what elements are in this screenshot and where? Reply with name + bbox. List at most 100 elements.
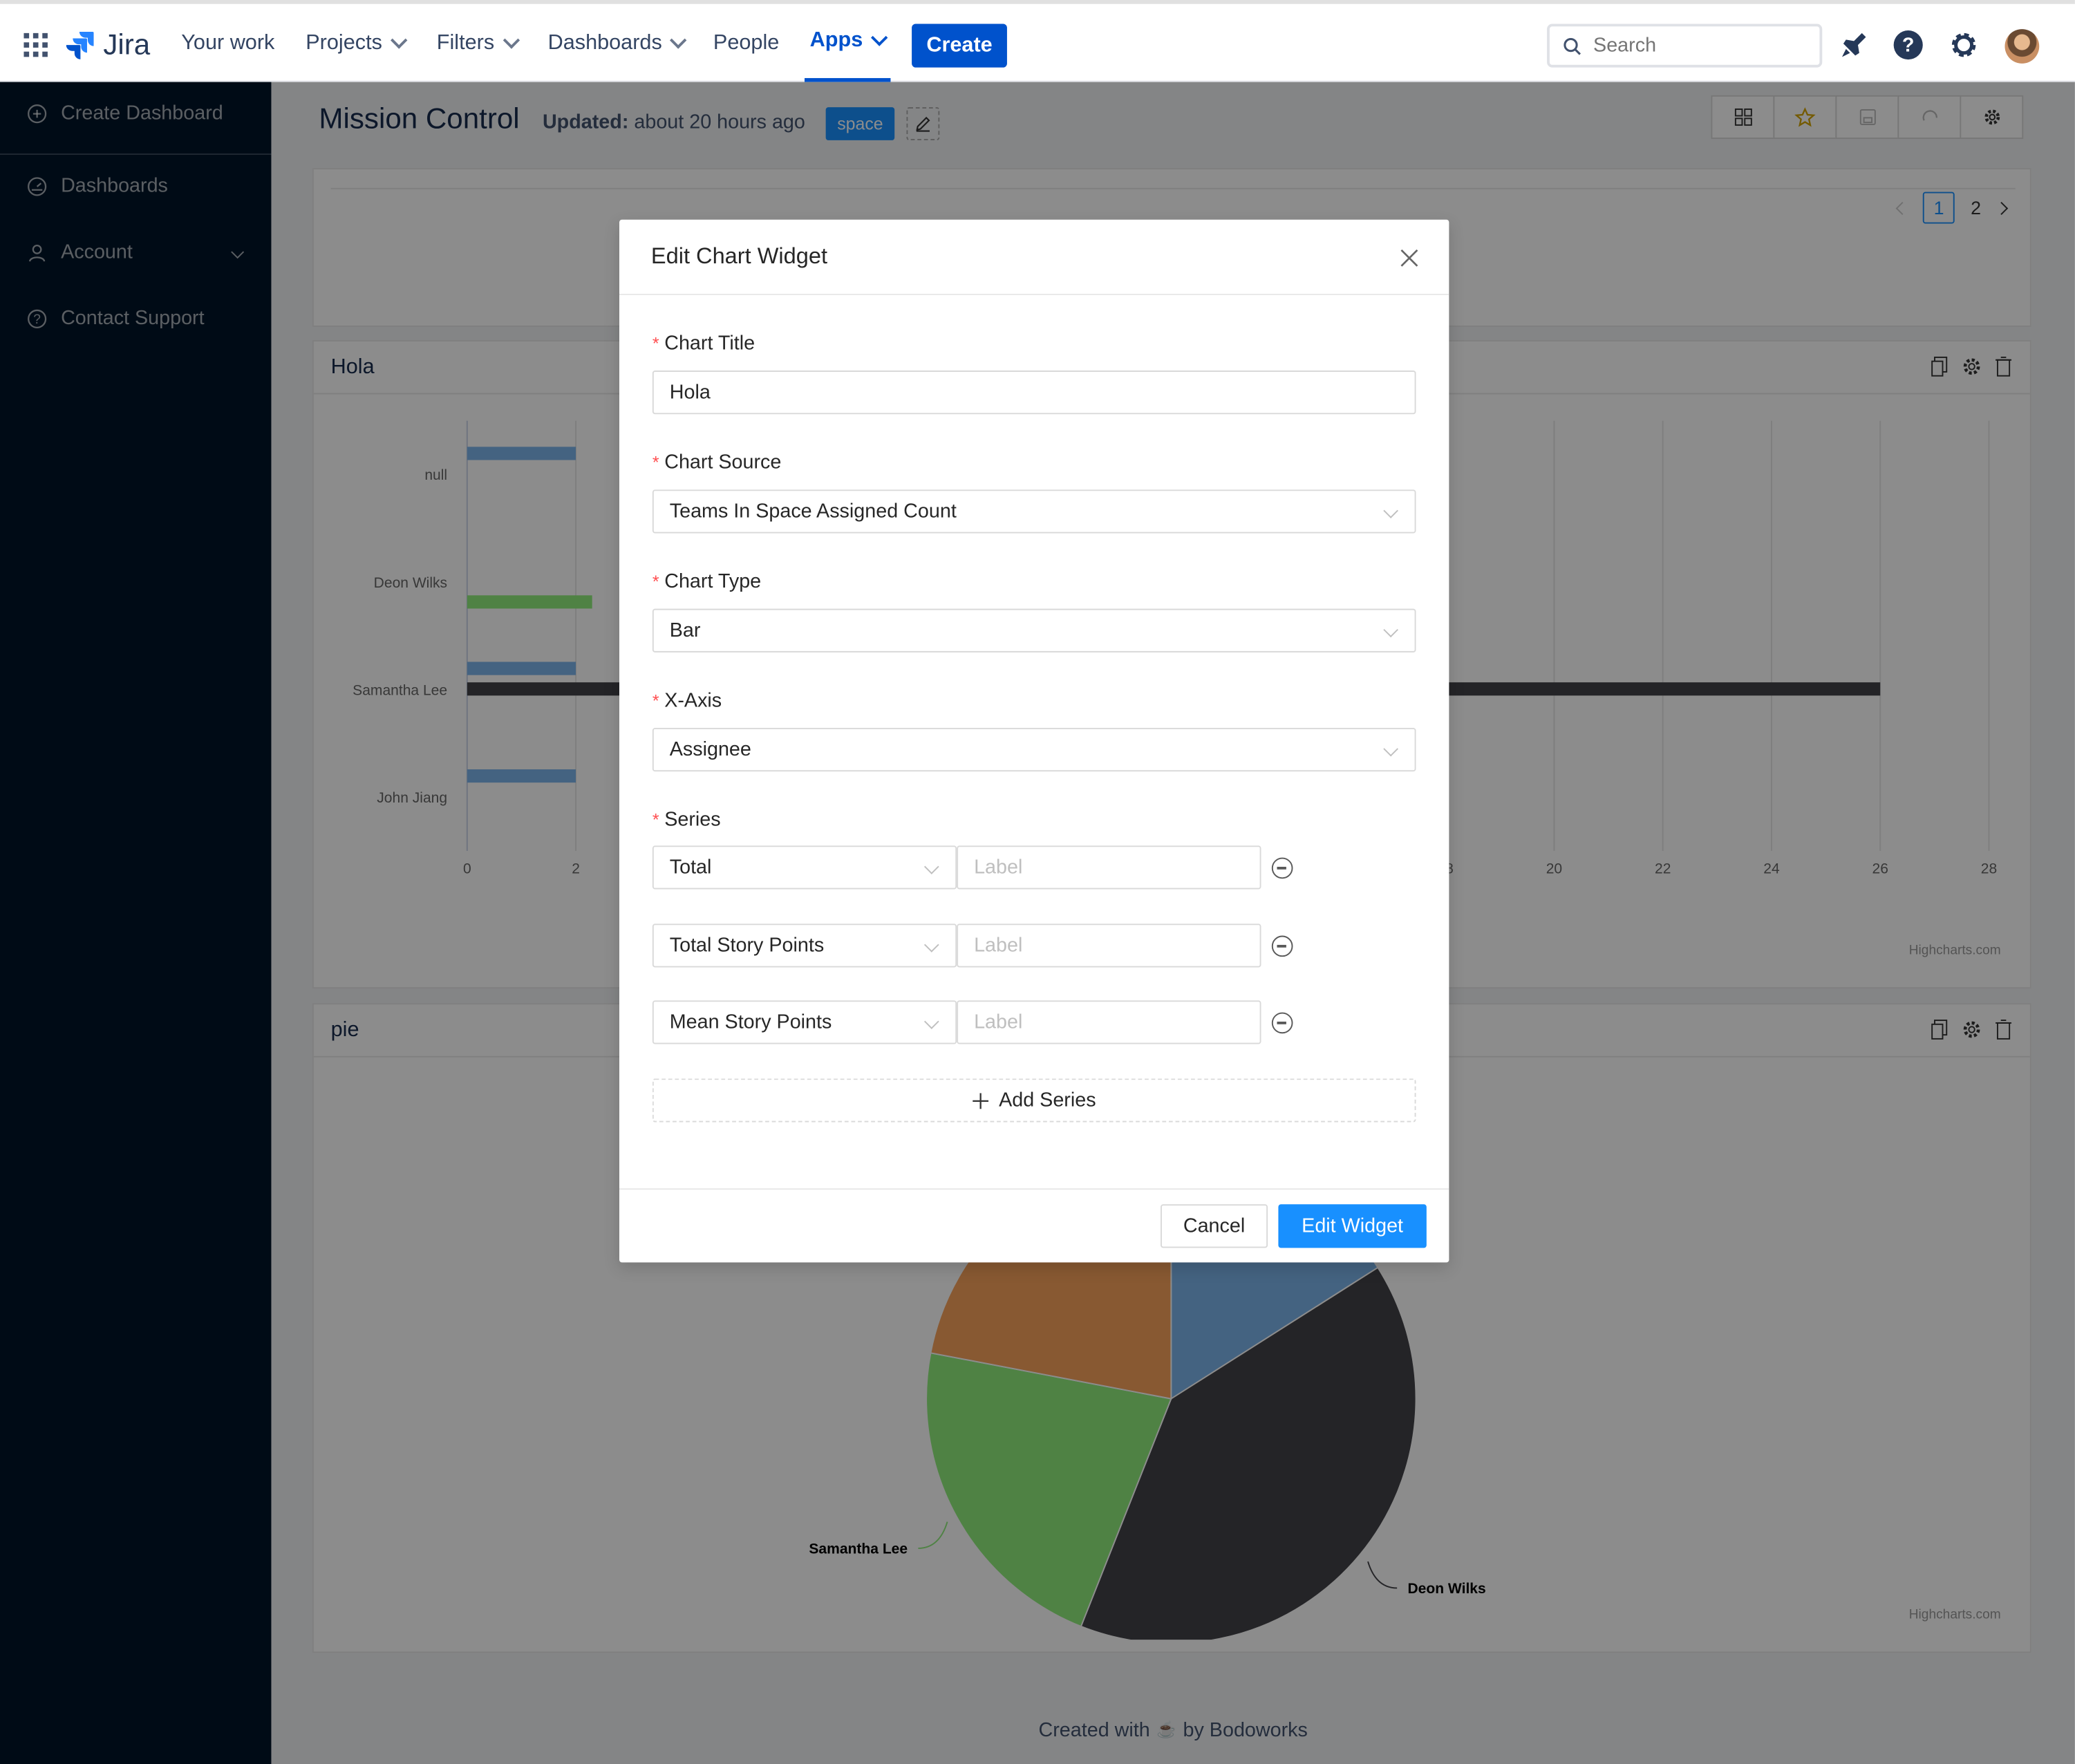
delete-icon[interactable] — [1994, 1019, 2013, 1040]
pie-connector — [1367, 1561, 1398, 1589]
edit-widget-button[interactable]: Edit Widget — [1278, 1204, 1427, 1248]
dashboard-settings-button[interactable] — [1960, 95, 2024, 140]
x-axis-label: * X-Axis — [652, 689, 722, 712]
updated-value: about 20 hours ago — [634, 111, 805, 134]
edit-title-button[interactable] — [906, 107, 940, 140]
add-series-button[interactable]: Add Series — [652, 1078, 1416, 1123]
settings-icon[interactable] — [1961, 1019, 1982, 1040]
plus-icon — [972, 1092, 988, 1109]
svg-text:?: ? — [1902, 35, 1915, 57]
favorite-button[interactable] — [1773, 95, 1837, 140]
create-button[interactable]: Create — [912, 24, 1007, 68]
dashboard-toolbar — [1711, 95, 2024, 140]
edit-chart-widget-modal: Edit Chart Widget *Chart Title *Chart So… — [619, 219, 1449, 1263]
jira-logo[interactable]: Jira — [66, 28, 150, 62]
chevron-down-icon — [923, 937, 939, 953]
nav-people[interactable]: People — [713, 4, 779, 82]
settings-icon — [1984, 109, 2000, 125]
refresh-button[interactable] — [1897, 95, 1962, 140]
nav-label: Apps — [809, 29, 863, 52]
close-icon[interactable] — [1399, 247, 1420, 269]
svg-text:?: ? — [33, 312, 41, 326]
search-box[interactable] — [1547, 24, 1823, 68]
chart-title-input[interactable] — [652, 370, 1416, 415]
series-select-2[interactable]: Total Story Points — [652, 923, 957, 968]
space-tag[interactable]: space — [825, 107, 895, 140]
copy-icon[interactable] — [1931, 356, 1949, 377]
x-axis-select[interactable]: Assignee — [652, 727, 1416, 772]
sidebar-item-account[interactable]: Account — [26, 241, 133, 263]
cancel-button[interactable]: Cancel — [1161, 1204, 1268, 1248]
search-icon — [1564, 37, 1581, 55]
remove-series-icon[interactable] — [1271, 1012, 1293, 1034]
chevron-down-icon — [502, 31, 520, 48]
series-label-input-2[interactable] — [957, 923, 1261, 968]
pie-connector — [918, 1521, 948, 1549]
select-value: Total Story Points — [669, 934, 825, 957]
sidebar-item-create-dashboard[interactable]: Create Dashboard — [26, 102, 223, 124]
widget-title: pie — [330, 1018, 359, 1041]
modal-header: Edit Chart Widget — [619, 220, 1449, 295]
sidebar-item-contact-support[interactable]: ? Contact Support — [26, 307, 205, 330]
nav-label: People — [713, 30, 780, 54]
page-footer: Created with ☕ by Bodoworks — [271, 1695, 2074, 1764]
dashboard-icon — [28, 176, 47, 196]
series-select-3[interactable]: Mean Story Points — [652, 1000, 957, 1044]
settings-icon[interactable] — [1948, 29, 1980, 61]
chart-source-label: * Chart Source — [652, 451, 782, 474]
help-icon[interactable]: ? — [1893, 29, 1924, 61]
layout-icon — [1734, 108, 1752, 126]
modal-title: Edit Chart Widget — [650, 243, 828, 269]
add-series-label: Add Series — [999, 1089, 1096, 1112]
remove-series-icon[interactable] — [1271, 935, 1293, 957]
copy-icon[interactable] — [1931, 1019, 1949, 1040]
modal-footer: Cancel Edit Widget — [619, 1188, 1449, 1262]
select-value: Teams In Space Assigned Count — [669, 500, 957, 523]
save-button[interactable] — [1835, 95, 1899, 140]
required-mark: * — [652, 572, 659, 592]
series-select-1[interactable]: Total — [652, 845, 957, 890]
avatar[interactable] — [2004, 29, 2040, 64]
layout-button[interactable] — [1711, 95, 1775, 140]
pencil-icon — [916, 116, 930, 132]
nav-filters[interactable]: Filters — [436, 4, 520, 82]
required-mark: * — [652, 452, 659, 473]
notifications-icon[interactable] — [1838, 29, 1870, 61]
save-icon — [1859, 109, 1875, 125]
coffee-icon: ☕ — [1156, 1720, 1176, 1739]
series-label: * Series — [652, 809, 721, 832]
sidebar-item-dashboards[interactable]: Dashboards — [26, 175, 168, 197]
chart-source-select[interactable]: Teams In Space Assigned Count — [652, 489, 1416, 534]
select-value: Bar — [669, 619, 701, 642]
page-1[interactable]: 1 — [1923, 191, 1955, 224]
remove-series-icon[interactable] — [1271, 857, 1293, 879]
series-label-input-3[interactable] — [957, 1000, 1261, 1044]
bar — [467, 447, 576, 460]
chart-title-label: * Chart Title — [652, 332, 755, 355]
nav-dashboards[interactable]: Dashboards — [548, 4, 687, 82]
delete-icon[interactable] — [1994, 356, 2013, 377]
chevron-down-icon — [923, 859, 939, 874]
sidebar-item-label: Create Dashboard — [61, 102, 223, 124]
required-mark: * — [652, 691, 659, 711]
jira-logo-icon — [66, 31, 94, 59]
nav-label: Filters — [436, 30, 495, 54]
search-input[interactable] — [1593, 34, 1792, 57]
nav-apps[interactable]: Apps — [805, 4, 891, 82]
settings-icon[interactable] — [1961, 356, 1982, 377]
x-tick-label: 26 — [1872, 861, 1888, 877]
bar — [467, 662, 576, 675]
select-value: Assignee — [669, 738, 751, 761]
widget-actions — [1931, 356, 2013, 377]
app-switcher-icon[interactable] — [24, 32, 48, 57]
page-2[interactable]: 2 — [1971, 197, 1982, 218]
nav-projects[interactable]: Projects — [306, 4, 408, 82]
pie-data-label: Deon Wilks — [1407, 1581, 1485, 1597]
y-category-label: null — [424, 467, 447, 483]
logo-text: Jira — [103, 28, 151, 62]
chart-type-select[interactable]: Bar — [652, 608, 1416, 653]
chevron-down-icon — [1383, 622, 1398, 638]
nav-your-work[interactable]: Your work — [181, 4, 274, 82]
series-label-input-1[interactable] — [957, 845, 1261, 890]
